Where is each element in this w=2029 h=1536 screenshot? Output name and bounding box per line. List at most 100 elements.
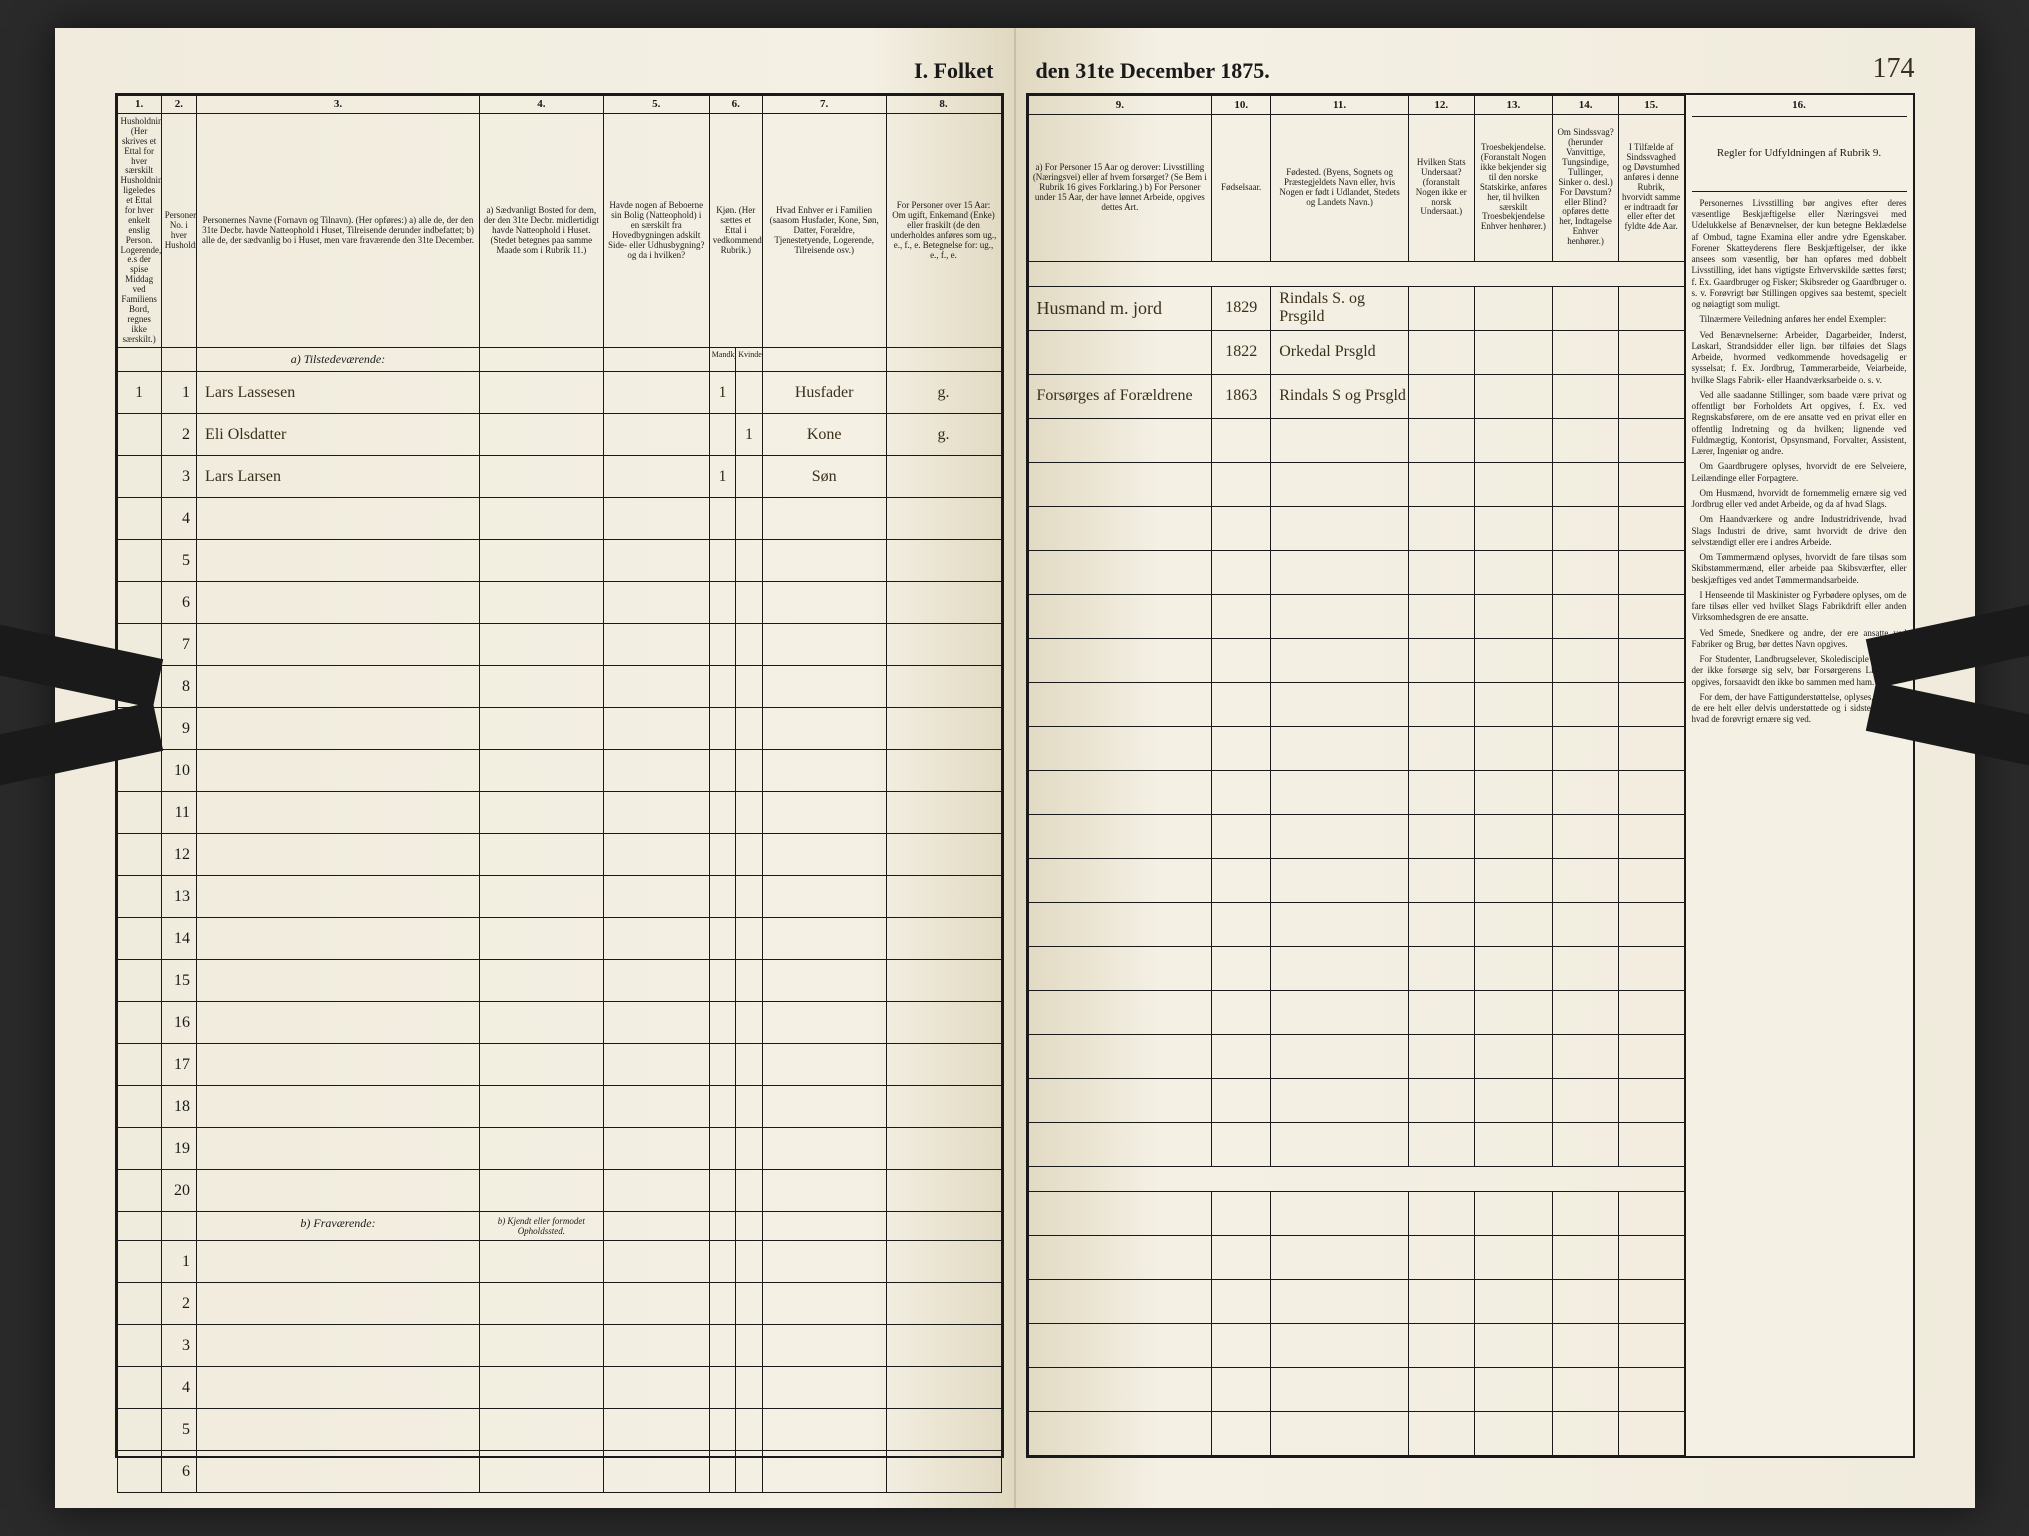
left-table: 1. 2. 3. 4. 5. 6. 7. 8. Husholdninger. (… <box>115 93 1004 1458</box>
header-person-no: Personernes No. i hver Husholdning. <box>161 114 196 348</box>
rules-paragraph: Ved alle saadanne Stillinger, som baade … <box>1692 390 1907 458</box>
table-row <box>1028 1411 1684 1455</box>
table-row: 19 <box>117 1128 1001 1170</box>
table-row: 5 <box>117 540 1001 582</box>
cell-status: g. <box>886 414 1001 456</box>
table-row <box>1028 770 1684 814</box>
cell-rownum: 16 <box>161 1002 196 1044</box>
table-row <box>1028 1235 1684 1279</box>
table-row: 7 <box>117 624 1001 666</box>
table-row: Forsørges af Forældrene 1863 Rindals S o… <box>1028 374 1684 418</box>
header-disability: Om Sindssvag? (herunder Vanvittige, Tung… <box>1553 114 1619 261</box>
cell-male: 1 <box>709 456 736 498</box>
table-row: 2 Eli Olsdatter 1 Kone g. <box>117 414 1001 456</box>
cell-name: Eli Olsdatter <box>197 414 480 456</box>
cell-rownum: 4 <box>161 498 196 540</box>
cell-rownum: 3 <box>161 456 196 498</box>
section-b-label: b) Fraværende: <box>197 1212 480 1241</box>
cell-rownum: 6 <box>161 1451 196 1493</box>
cell-rownum: 13 <box>161 876 196 918</box>
col-num: 10. <box>1212 96 1271 115</box>
cell-rownum: 12 <box>161 834 196 876</box>
table-row: 4 <box>117 498 1001 540</box>
table-row: 13 <box>117 876 1001 918</box>
page-number: 174 <box>1873 53 1915 85</box>
title-left: I. Folket <box>55 58 1014 84</box>
col-num: 4. <box>479 96 603 114</box>
header-birthplace: Fødested. (Byens, Sognets og Præstegjeld… <box>1271 114 1409 261</box>
rules-title: Regler for Udfyldningen af Rubrik 9. <box>1692 117 1907 192</box>
cell-year: 1822 <box>1212 330 1271 374</box>
cell-rownum: 8 <box>161 666 196 708</box>
cell-rownum: 5 <box>161 1409 196 1451</box>
cell-rownum: 6 <box>161 582 196 624</box>
table-row: 3 Lars Larsen 1 Søn <box>117 456 1001 498</box>
header-residence: a) Sædvanligt Bosted for dem, der den 31… <box>479 114 603 348</box>
col-num: 1. <box>117 96 161 114</box>
table-row <box>1028 462 1684 506</box>
header-religion: Troesbekjendelse. (Foranstalt Nogen ikke… <box>1474 114 1553 261</box>
rules-paragraph: Tilnærmere Veiledning anføres her endel … <box>1692 314 1907 325</box>
table-row <box>1028 594 1684 638</box>
table-row <box>1028 902 1684 946</box>
cell-rownum: 17 <box>161 1044 196 1086</box>
cell-year: 1829 <box>1212 286 1271 330</box>
col-num: 9. <box>1028 96 1212 115</box>
cell-rownum: 20 <box>161 1170 196 1212</box>
table-row <box>1028 1034 1684 1078</box>
table-row: 20 <box>117 1170 1001 1212</box>
header-sex: Kjøn. (Her sættes et Ettal i vedkommende… <box>709 114 762 348</box>
section-b-note: b) Kjendt eller formodet Opholdssted. <box>479 1212 603 1241</box>
left-page: I. Folket 1. 2. 3. 4. 5. 6. <box>55 28 1016 1508</box>
cell-year: 1863 <box>1212 374 1271 418</box>
pages: I. Folket 1. 2. 3. 4. 5. 6. <box>55 28 1975 1508</box>
rules-paragraph: I Henseende til Maskinister og Fyrbødere… <box>1692 590 1907 624</box>
col-num: 15. <box>1618 96 1684 115</box>
rules-paragraph: Om Tømmermænd oplyses, hvorvidt de fare … <box>1692 552 1907 586</box>
table-row: 6 <box>117 582 1001 624</box>
section-spacer <box>1028 261 1684 286</box>
col-num: 3. <box>197 96 480 114</box>
cell-rownum: 2 <box>161 1283 196 1325</box>
table-row: 8 <box>117 666 1001 708</box>
cell-rownum: 2 <box>161 414 196 456</box>
table-row <box>1028 990 1684 1034</box>
table-row: 18 <box>117 1086 1001 1128</box>
col-num: 13. <box>1474 96 1553 115</box>
rules-column: 16. Regler for Udfyldningen af Rubrik 9.… <box>1685 93 1915 1458</box>
col-num: 6. <box>709 96 762 114</box>
table-row: 16 <box>117 1002 1001 1044</box>
header-row: Husholdninger. (Her skrives et Ettal for… <box>117 114 1001 348</box>
section-row: a) Tilstedeværende: Mandkjøn. Kvindekjøn… <box>117 348 1001 372</box>
cell-rownum: 19 <box>161 1128 196 1170</box>
cell-status: g. <box>886 372 1001 414</box>
header-female: Kvindekjøn. <box>736 348 763 372</box>
header-households: Husholdninger. (Her skrives et Ettal for… <box>117 114 161 348</box>
table-row <box>1028 506 1684 550</box>
table-row <box>1028 638 1684 682</box>
cell-rownum: 5 <box>161 540 196 582</box>
table-row: 1822 Orkedal Prsgld <box>1028 330 1684 374</box>
cell-occupation: Husmand m. jord <box>1028 286 1212 330</box>
cell-birthplace: Rindals S og Prsgld <box>1271 374 1409 418</box>
col-num: 8. <box>886 96 1001 114</box>
header-disability-age: I Tilfælde af Sindssvaghed og Døvstumhed… <box>1618 114 1684 261</box>
cell-occupation <box>1028 330 1212 374</box>
cell-rownum: 15 <box>161 960 196 1002</box>
table-row <box>1028 1191 1684 1235</box>
header-marital: For Personer over 15 Aar: Om ugift, Enke… <box>886 114 1001 348</box>
table-row: 17 <box>117 1044 1001 1086</box>
cell-male <box>709 414 736 456</box>
cell-name: Lars Lassesen <box>197 372 480 414</box>
table-row <box>1028 550 1684 594</box>
cell-name: Lars Larsen <box>197 456 480 498</box>
cell-rownum: 9 <box>161 708 196 750</box>
table-row: 4 <box>117 1367 1001 1409</box>
section-a-label: a) Tilstedeværende: <box>197 348 480 372</box>
table-row <box>1028 1078 1684 1122</box>
table-row <box>1028 682 1684 726</box>
title-right: den 31te December 1875. <box>1016 58 1975 84</box>
cell-rownum: 1 <box>161 372 196 414</box>
header-nationality: Hvilken Stats Undersaat? (foranstalt Nog… <box>1408 114 1474 261</box>
cell-rownum: 7 <box>161 624 196 666</box>
